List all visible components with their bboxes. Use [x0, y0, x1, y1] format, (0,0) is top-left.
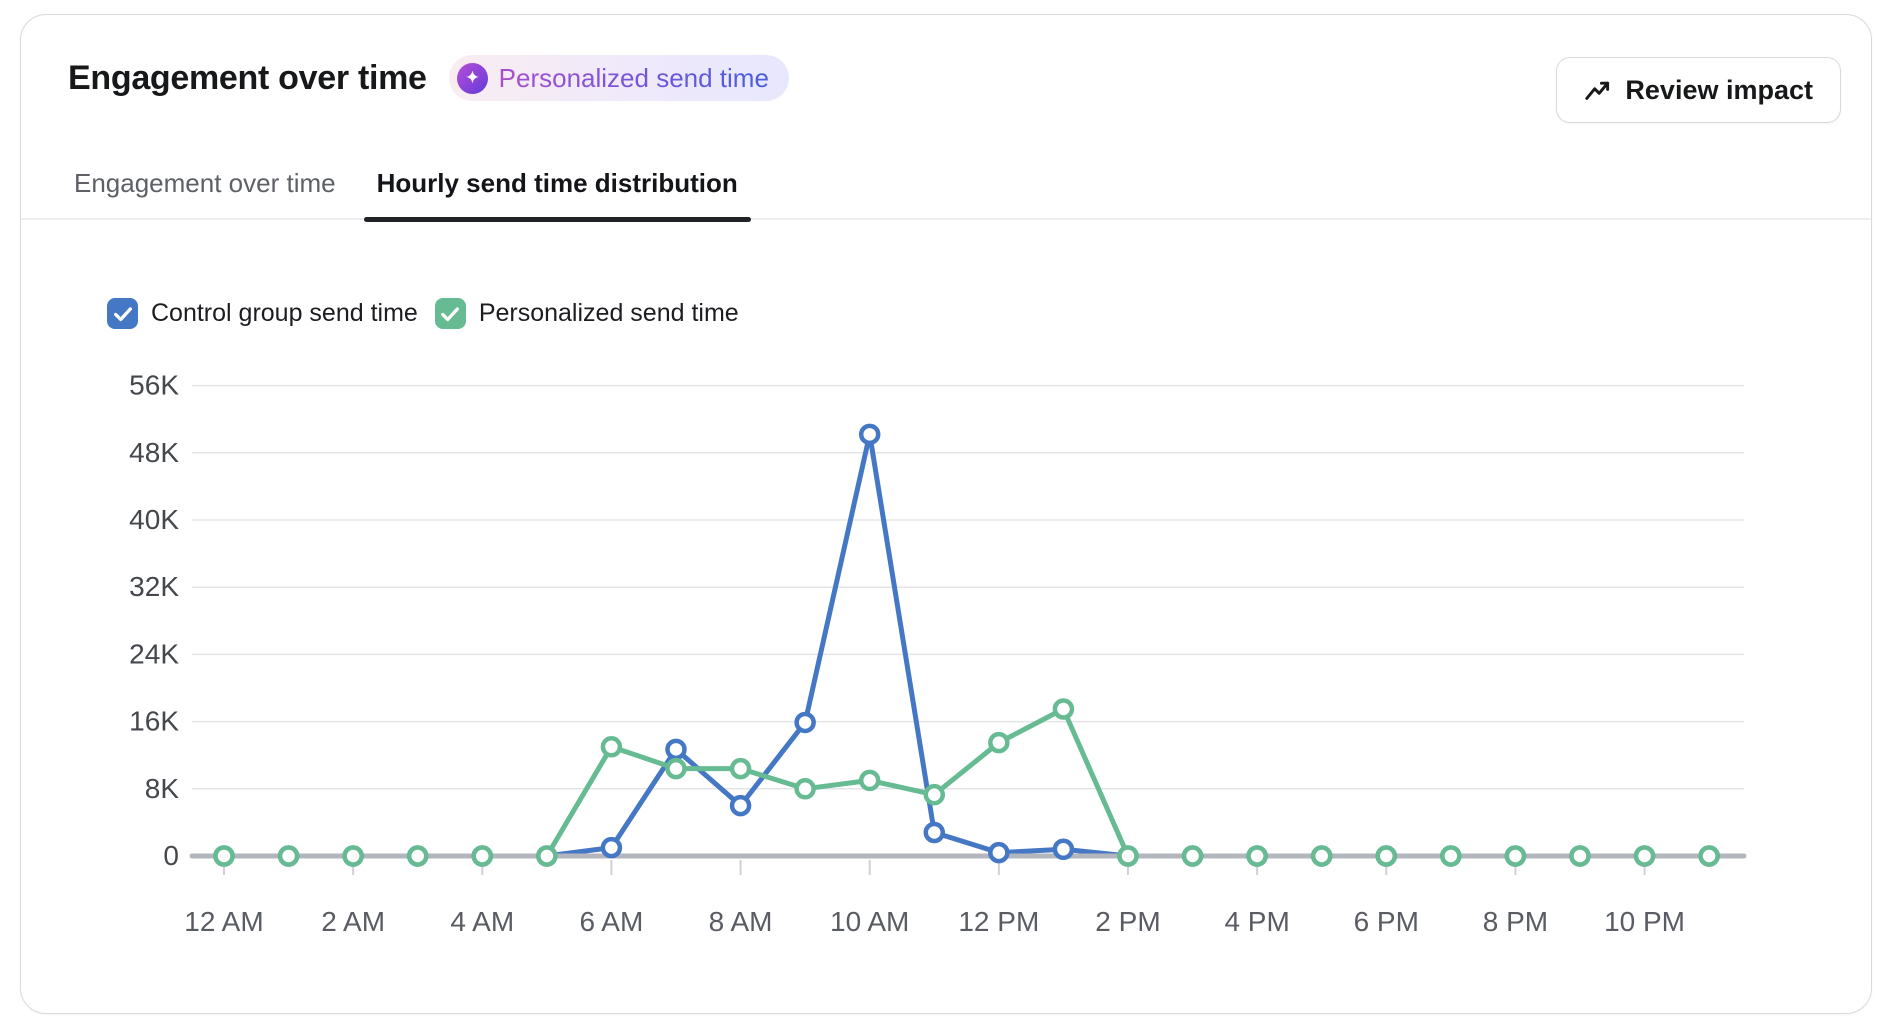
- series-line-0: [221, 431, 1712, 859]
- svg-text:32K: 32K: [129, 571, 179, 602]
- svg-text:2 PM: 2 PM: [1095, 906, 1160, 937]
- svg-text:48K: 48K: [129, 437, 179, 468]
- svg-text:8 PM: 8 PM: [1483, 906, 1548, 937]
- svg-text:4 AM: 4 AM: [450, 906, 514, 937]
- data-point[interactable]: [1698, 845, 1720, 867]
- chart-legend: Control group send time Personalized sen…: [107, 298, 739, 329]
- svg-text:6 PM: 6 PM: [1354, 906, 1419, 937]
- data-point[interactable]: [277, 845, 300, 867]
- svg-text:24K: 24K: [129, 638, 179, 669]
- svg-text:2 AM: 2 AM: [321, 906, 385, 937]
- data-point[interactable]: [536, 845, 558, 867]
- data-point[interactable]: [794, 711, 816, 734]
- data-point[interactable]: [665, 757, 687, 780]
- svg-text:0: 0: [163, 840, 179, 871]
- series-line-1: [221, 706, 1712, 859]
- data-point[interactable]: [988, 841, 1010, 864]
- legend-item-control-group[interactable]: Control group send time: [107, 298, 418, 329]
- badge-label: Personalized send time: [498, 62, 769, 93]
- hourly-distribution-chart: 12 AM 2 AM 4 AM 6 AM 8 AM 10 AM 12 PM 2 PM 4 PM 6…: [129, 370, 1747, 937]
- series-markers-0[interactable]: [213, 423, 1720, 867]
- data-point[interactable]: [794, 778, 816, 800]
- data-point[interactable]: [1633, 845, 1656, 867]
- review-impact-button[interactable]: Review impact: [1556, 57, 1841, 123]
- svg-text:10 PM: 10 PM: [1604, 906, 1685, 937]
- data-point[interactable]: [858, 769, 881, 792]
- data-point[interactable]: [729, 757, 752, 780]
- data-point[interactable]: [1246, 845, 1268, 867]
- data-point[interactable]: [729, 794, 752, 817]
- data-point[interactable]: [988, 731, 1010, 754]
- data-point[interactable]: [1569, 845, 1591, 867]
- svg-text:40K: 40K: [129, 504, 179, 535]
- data-point[interactable]: [1117, 845, 1139, 867]
- review-impact-label: Review impact: [1625, 74, 1813, 105]
- data-point[interactable]: [1440, 845, 1462, 867]
- personalized-send-time-badge: Personalized send time: [448, 55, 789, 101]
- data-point[interactable]: [858, 423, 881, 446]
- svg-text:16K: 16K: [129, 706, 179, 737]
- svg-text:6 AM: 6 AM: [580, 906, 644, 937]
- sparkle-icon: [456, 62, 488, 94]
- page-title: Engagement over time: [68, 58, 427, 97]
- checkbox-control-group-send-time[interactable]: [107, 298, 138, 329]
- data-point[interactable]: [1375, 845, 1398, 867]
- legend-label-personalized: Personalized send time: [478, 299, 739, 327]
- svg-text:8 AM: 8 AM: [709, 906, 773, 937]
- data-point[interactable]: [342, 845, 364, 867]
- data-point[interactable]: [1052, 838, 1075, 861]
- series-markers-1[interactable]: [213, 698, 1720, 867]
- engagement-card: Engagement over time Personalized send t…: [20, 14, 1872, 1014]
- tab-hourly-send-time-distribution[interactable]: Hourly send time distribution: [363, 168, 751, 222]
- data-point[interactable]: [1181, 845, 1204, 867]
- tab-divider: [21, 218, 1871, 220]
- data-point[interactable]: [1504, 845, 1527, 867]
- legend-label-control-group: Control group send time: [151, 299, 418, 327]
- card-header: Engagement over time Personalized send t…: [68, 55, 789, 101]
- x-axis-labels: 12 AM 2 AM 4 AM 6 AM 8 AM 10 AM 12 PM 2 PM 4 PM 6…: [184, 906, 1685, 937]
- svg-text:56K: 56K: [129, 370, 179, 401]
- data-point[interactable]: [1310, 845, 1333, 867]
- trending-up-icon: [1584, 77, 1611, 104]
- tab-bar: Engagement over time Hourly send time di…: [61, 15, 751, 222]
- data-point[interactable]: [600, 736, 623, 758]
- svg-text:4 PM: 4 PM: [1224, 906, 1289, 937]
- svg-text:12 AM: 12 AM: [184, 906, 263, 937]
- svg-text:12 PM: 12 PM: [958, 906, 1039, 937]
- grid-lines: [192, 384, 1744, 790]
- tab-engagement-over-time[interactable]: Engagement over time: [74, 168, 336, 198]
- svg-text:8K: 8K: [145, 773, 180, 804]
- data-point[interactable]: [471, 845, 494, 867]
- data-point[interactable]: [665, 738, 687, 761]
- legend-item-personalized[interactable]: Personalized send time: [434, 298, 739, 329]
- checkbox-personalized-send-time[interactable]: [434, 298, 466, 329]
- svg-text:10 AM: 10 AM: [830, 906, 909, 937]
- data-point[interactable]: [213, 845, 235, 867]
- data-point[interactable]: [406, 845, 429, 867]
- data-point[interactable]: [600, 836, 623, 859]
- x-axis-ticks: [223, 860, 1646, 875]
- data-point[interactable]: [923, 821, 946, 844]
- data-point[interactable]: [1052, 698, 1075, 720]
- y-axis-labels: 0 8K 16K 24K 32K 40K 48K 56K: [129, 370, 179, 871]
- data-point[interactable]: [923, 783, 946, 806]
